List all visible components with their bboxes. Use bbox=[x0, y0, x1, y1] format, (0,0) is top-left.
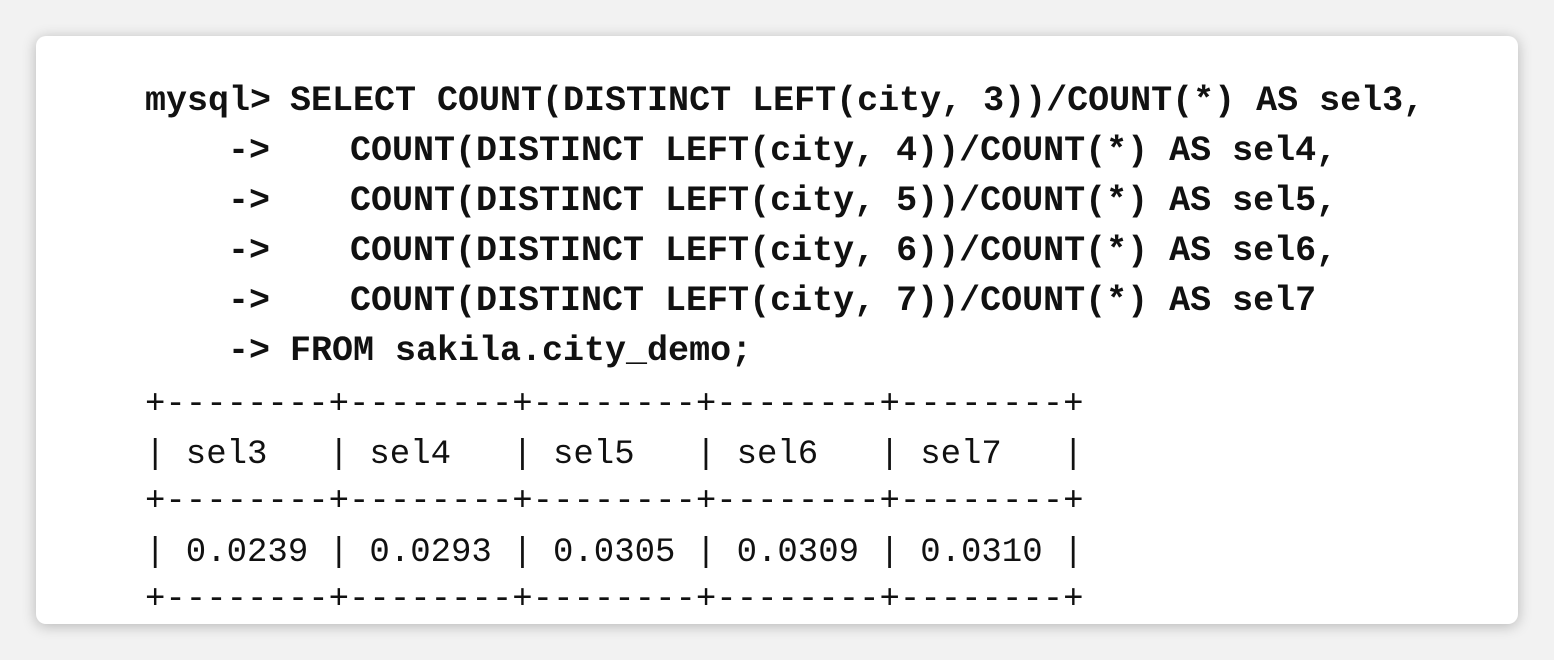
prompt: -> bbox=[228, 331, 271, 371]
cell-divider: | bbox=[145, 534, 166, 572]
cell-divider: | bbox=[879, 534, 900, 572]
code-line: COUNT(DISTINCT LEFT(city, 6))/COUNT(*) A… bbox=[350, 231, 1338, 271]
code-line: FROM sakila.city_demo; bbox=[290, 331, 753, 371]
code-line: COUNT(DISTINCT LEFT(city, 5))/COUNT(*) A… bbox=[350, 181, 1338, 221]
cell-divider: | bbox=[328, 436, 349, 474]
table-cell: sel6 bbox=[736, 436, 819, 474]
table-cell: 0.0310 bbox=[920, 534, 1043, 572]
cell-divider: | bbox=[512, 436, 533, 474]
table-cell: sel3 bbox=[185, 436, 268, 474]
table-cell: 0.0293 bbox=[369, 534, 492, 572]
prompt: -> bbox=[228, 281, 271, 321]
table-border: +--------+--------+--------+--------+---… bbox=[145, 483, 1084, 521]
terminal-card bbox=[36, 36, 1518, 624]
cell-divider: | bbox=[328, 534, 349, 572]
table-cell: 0.0309 bbox=[736, 534, 860, 572]
code-line: SELECT COUNT(DISTINCT LEFT(city, 3))/COU… bbox=[290, 81, 1425, 121]
code-line: COUNT(DISTINCT LEFT(city, 7))/COUNT(*) A… bbox=[350, 281, 1317, 321]
prompt: -> bbox=[228, 131, 271, 171]
table-border: +--------+--------+--------+--------+---… bbox=[145, 581, 1084, 619]
cell-divider: | bbox=[695, 436, 717, 474]
cell-divider: | bbox=[145, 436, 166, 474]
prompt: -> bbox=[228, 181, 271, 221]
prompt: mysql> bbox=[145, 81, 272, 121]
prompt: -> bbox=[228, 231, 271, 271]
cell-divider: | bbox=[695, 534, 717, 572]
table-cell: sel4 bbox=[369, 436, 452, 474]
cell-divider: | bbox=[1063, 436, 1084, 474]
cell-divider: | bbox=[879, 436, 900, 474]
table-border: +--------+--------+--------+--------+---… bbox=[145, 386, 1084, 424]
cell-divider: | bbox=[512, 534, 533, 572]
table-cell: 0.0239 bbox=[185, 534, 309, 572]
table-cell: sel7 bbox=[920, 436, 1002, 474]
code-line: COUNT(DISTINCT LEFT(city, 4))/COUNT(*) A… bbox=[350, 131, 1338, 171]
table-cell: 0.0305 bbox=[553, 534, 676, 572]
cell-divider: | bbox=[1063, 534, 1084, 572]
table-cell: sel5 bbox=[553, 436, 635, 474]
